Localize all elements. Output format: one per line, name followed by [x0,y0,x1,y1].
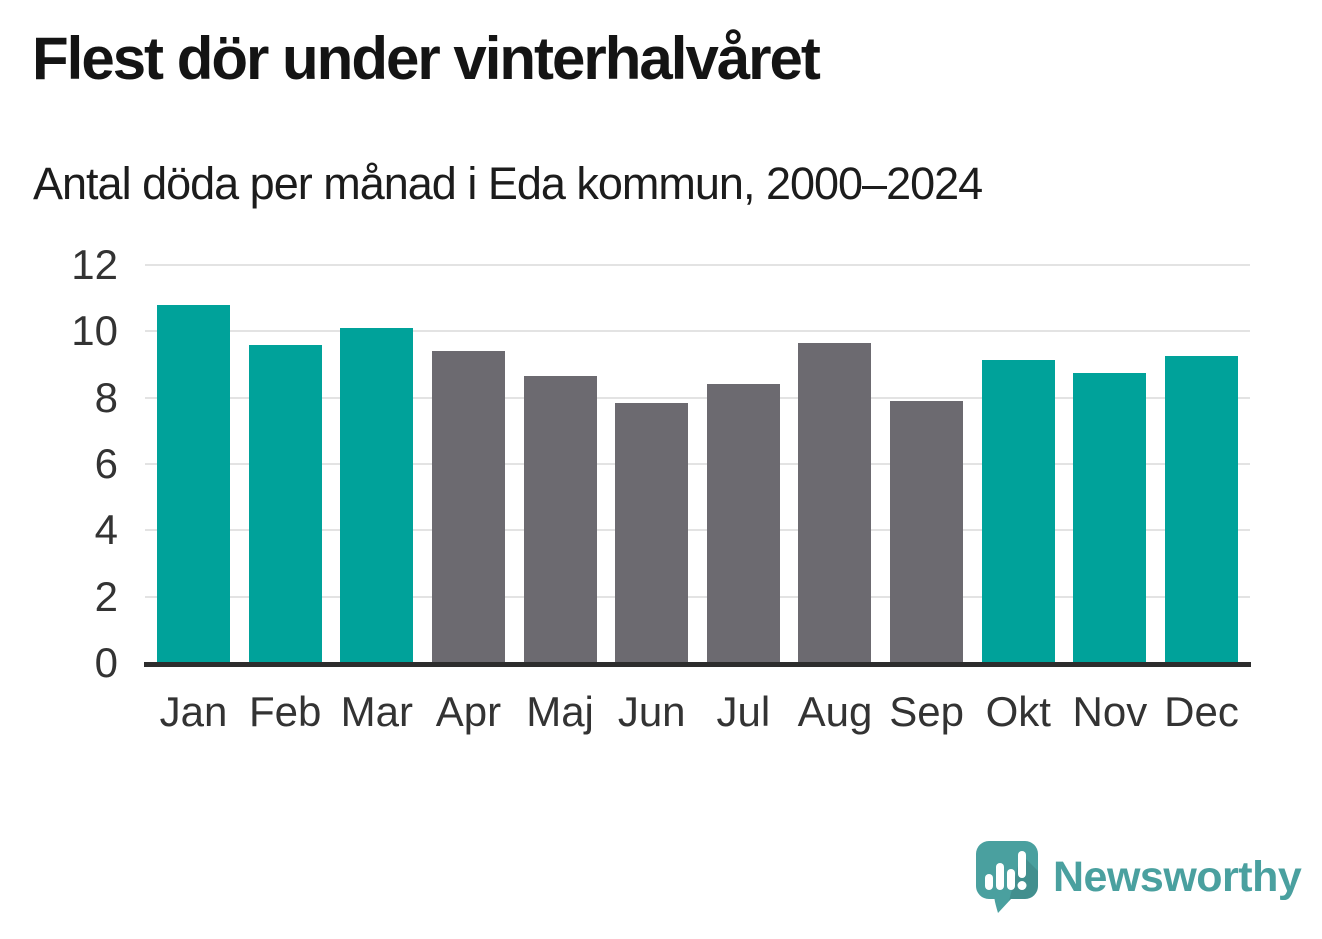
logo-exclamation-line [1018,851,1026,878]
y-axis-tick-label-0: 0 [94,639,118,686]
y-axis-tick-label-12: 12 [71,241,118,288]
bar-okt [981,359,1055,663]
gridline-6 [145,463,1250,465]
y-axis-tick-label-2: 2 [94,572,118,620]
logo-bar-tall [996,863,1004,890]
x-axis-label-okt: Okt [985,688,1051,735]
x-axis-label-feb: Feb [248,688,322,735]
gridline-4 [145,529,1250,532]
x-axis-label-aug: Aug [797,688,873,735]
bar-mar [340,328,414,663]
bar-feb [248,344,322,663]
logo-bar-short [985,874,993,890]
bar-sep [890,400,964,663]
x-axis-label-nov: Nov [1072,688,1148,735]
gridline-12 [145,264,1250,266]
x-axis-label-maj: Maj [526,688,594,735]
bar-dec [1165,356,1239,663]
newsworthy-brand-name: Newsworthy [1053,852,1302,901]
y-axis-tick-label-8: 8 [94,373,118,421]
bar-maj [523,376,597,663]
newsworthy-logo: Newsworthy [975,840,1302,914]
x-axis-label-dec: Dec [1164,688,1239,735]
bar-jul [706,384,780,663]
y-axis-tick-label-4: 4 [94,506,118,554]
bar-apr [431,351,505,663]
plot-area [145,264,1250,663]
logo-exclamation-dot [1017,881,1027,890]
gridline-2 [145,595,1250,598]
logo-bar-medium [1007,869,1015,890]
x-axis-label-mar: Mar [340,688,413,735]
newsworthy-logo-icon [976,841,1038,913]
x-axis-label-apr: Apr [435,688,502,735]
x-axis-label-jan: Jan [159,688,228,735]
bar-jan [157,304,230,663]
x-axis-label-jul: Jul [716,688,771,735]
x-axis-label-jun: Jun [617,688,686,735]
bar-jun [615,402,689,663]
gridline-10 [145,330,1250,333]
x-axis-line [144,662,1251,667]
bar-aug [798,342,872,663]
chart-title: Flest dör under vinterhalvåret [32,25,821,92]
chart-subtitle: Antal döda per månad i Eda kommun, 2000–… [33,158,983,209]
y-axis-tick-label-6: 6 [94,440,118,487]
gridline-8 [145,396,1250,399]
bar-nov [1073,372,1147,663]
y-axis-tick-label-10: 10 [71,307,118,355]
x-axis-label-sep: Sep [889,688,964,735]
